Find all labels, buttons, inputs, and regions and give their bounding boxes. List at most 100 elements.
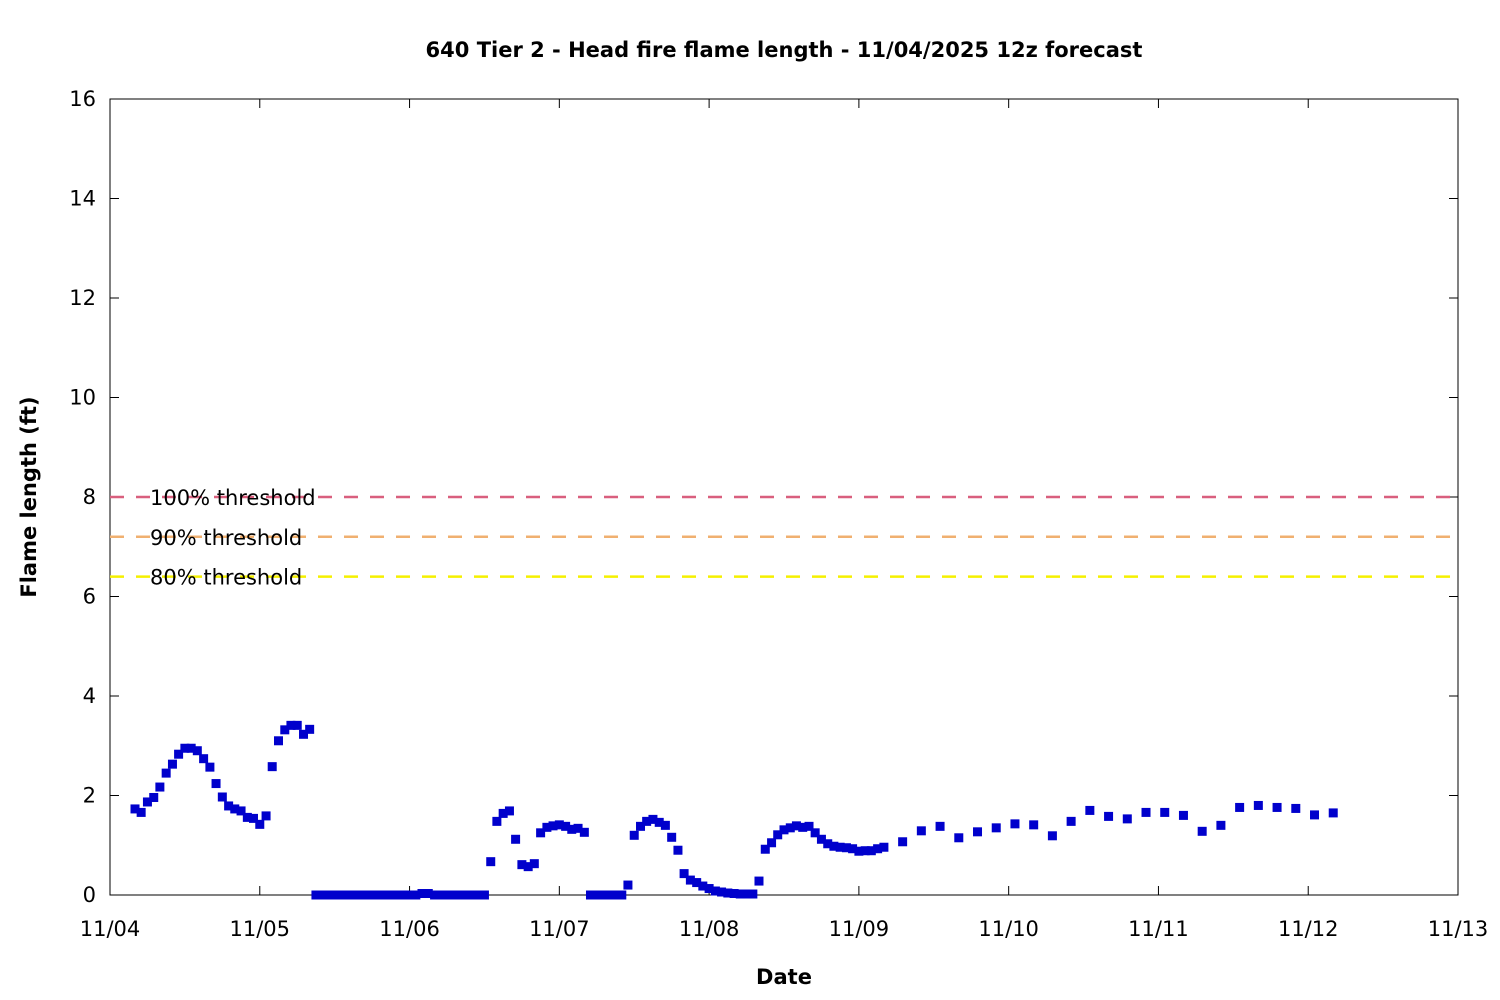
data-point [667,832,677,842]
y-tick-label: 6 [83,585,96,609]
data-point [723,888,733,898]
data-point [561,821,571,831]
data-point [149,792,159,802]
data-point [1029,820,1039,830]
data-point [810,828,820,838]
data-point [866,846,876,856]
data-point [636,821,646,831]
y-axis-label: Flame length (ft) [17,396,41,597]
data-point [692,878,702,888]
data-point [660,820,670,830]
data-point [1272,802,1282,812]
data-point [816,834,826,844]
data-point [848,844,858,854]
data-point [523,862,533,872]
data-point [486,857,496,867]
data-point [779,825,789,835]
data-points [130,720,1338,900]
data-point [454,890,464,900]
data-point [430,890,440,900]
data-point [274,736,283,746]
data-point [536,828,546,838]
data-point [598,890,608,900]
data-point [898,837,908,847]
x-tick-label: 11/08 [679,917,740,941]
data-point [380,890,390,900]
y-tick-label: 12 [69,286,96,310]
data-point [236,806,246,816]
data-point [954,833,964,843]
data-point [498,808,508,818]
data-point [224,801,234,811]
data-point [1178,810,1188,820]
y-tick-label: 0 [83,883,96,907]
x-tick-label: 11/05 [230,917,291,941]
data-point [436,890,446,900]
data-point [286,720,296,730]
chart-title: 640 Tier 2 - Head fire flame length - 11… [426,38,1143,62]
data-point [791,821,801,831]
data-point [548,821,558,831]
data-point [973,827,983,837]
data-point [860,846,870,856]
data-point [729,889,739,899]
threshold-label: 100% threshold [150,486,316,510]
data-point [205,762,215,772]
data-point [392,890,402,900]
data-point [367,890,377,900]
x-tick-label: 11/12 [1278,917,1339,941]
data-point [754,876,764,886]
data-point [230,804,240,814]
data-point [130,804,140,814]
data-point [192,746,202,756]
data-point [592,890,602,900]
data-point [573,823,583,833]
y-tick-label: 2 [83,784,96,808]
data-point [1104,811,1114,821]
data-point [1047,831,1057,841]
data-point [823,839,833,849]
data-point [1066,816,1076,826]
data-point [835,842,845,852]
data-point [511,834,521,844]
data-point [748,889,758,899]
x-tick-label: 11/07 [529,917,590,941]
data-point [186,743,196,753]
data-point [585,890,595,900]
data-point [155,782,165,792]
data-point [136,807,146,817]
data-point [841,843,851,853]
data-point [504,806,514,816]
data-point [355,890,365,900]
data-point [642,816,652,826]
data-point [211,779,221,789]
data-point [442,890,452,900]
data-point [361,890,371,900]
data-point [448,890,458,900]
data-point [617,890,627,900]
data-point [698,881,708,891]
data-point [542,822,552,832]
x-tick-label: 11/10 [978,917,1039,941]
data-point [935,821,945,831]
threshold-lines: 100% threshold 90% threshold 80% threshold [110,486,1458,590]
data-point [611,890,620,900]
data-point [798,822,808,832]
data-point [348,890,358,900]
data-point [654,817,664,827]
data-point [386,890,396,900]
data-point [685,875,695,885]
data-point [679,869,689,879]
y-tick-label: 8 [83,485,96,509]
x-tick-label: 11/13 [1428,917,1489,941]
data-point [405,890,415,900]
data-point [311,890,321,900]
y-tick-label: 10 [69,386,96,410]
y-tick-label: 4 [83,684,96,708]
data-point [710,886,720,896]
data-point [916,826,926,836]
data-point [854,846,864,856]
data-point [479,890,489,900]
axis-ticks: 0 2 4 6 8 10 12 14 16 11/04 11/05 11/06 11/07 11/08 11… [69,87,1488,941]
data-point [1010,819,1020,829]
